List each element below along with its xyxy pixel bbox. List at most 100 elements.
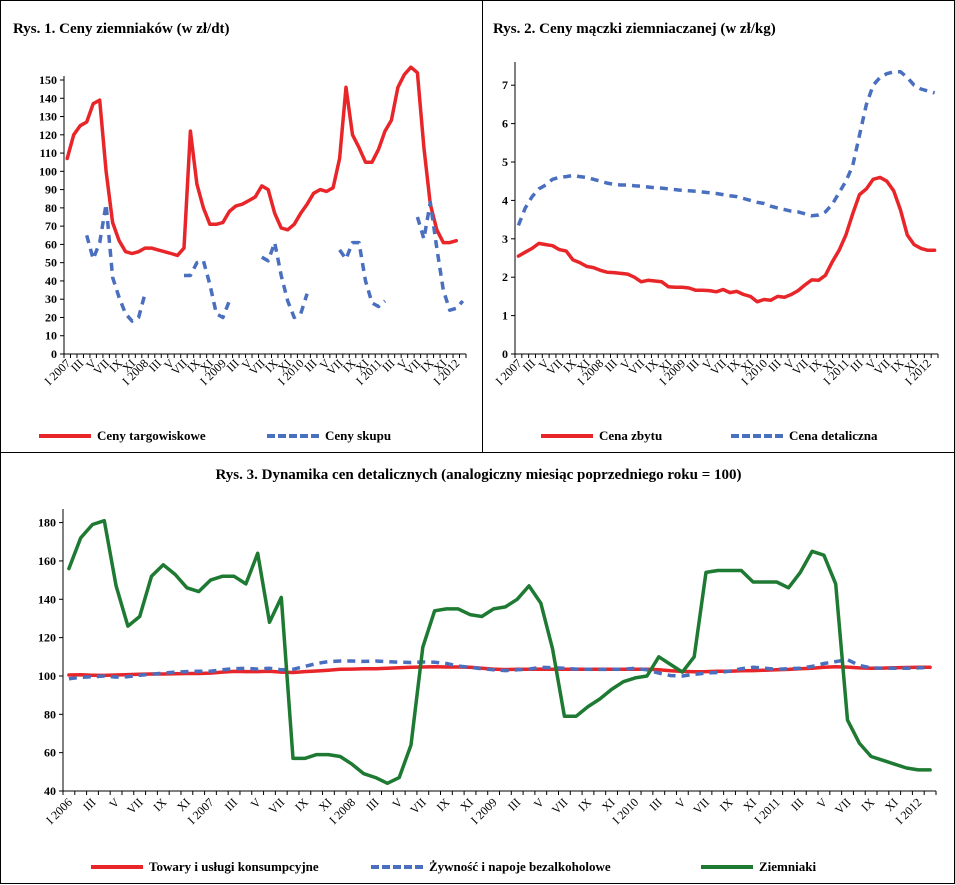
y-tick-label: 50 bbox=[45, 256, 57, 270]
x-tick-label: IX bbox=[575, 795, 594, 814]
legend-item-cena-zbytu: Cena zbytu bbox=[541, 428, 662, 444]
legend-item-towary: Towary i usługi konsumpcyjne bbox=[91, 859, 319, 875]
y-tick-label: 60 bbox=[44, 746, 56, 760]
series-segment bbox=[260, 240, 309, 320]
y-tick-label: 5 bbox=[502, 155, 508, 169]
y-tick-label: 150 bbox=[39, 73, 57, 87]
legend-item-zywnosc: Żywność i napoje bezalkoholowe bbox=[371, 859, 611, 875]
series-segment bbox=[85, 202, 147, 323]
series-segment bbox=[184, 259, 231, 320]
y-tick-label: 100 bbox=[38, 669, 56, 683]
y-tick-label: 130 bbox=[39, 110, 57, 124]
x-tick-label: III bbox=[146, 356, 164, 374]
x-tick-label: IX bbox=[717, 795, 736, 814]
y-tick-label: 40 bbox=[44, 784, 56, 798]
x-tick-label: V bbox=[389, 795, 405, 811]
x-tick-label: VII bbox=[407, 795, 429, 817]
legend-label: Ziemniaki bbox=[759, 859, 817, 874]
series-segment bbox=[65, 65, 459, 258]
x-tick-label: III bbox=[765, 356, 783, 374]
y-tick-label: 7 bbox=[502, 78, 508, 92]
y-tick-label: 0 bbox=[502, 347, 508, 361]
y-tick-label: 30 bbox=[45, 292, 57, 306]
legend-swatch-red bbox=[541, 434, 593, 438]
y-tick-label: 40 bbox=[45, 274, 57, 288]
x-tick-label: III bbox=[363, 795, 381, 813]
x-tick-label: III bbox=[684, 356, 702, 374]
y-tick-label: 110 bbox=[40, 146, 57, 160]
x-tick-label: VII bbox=[832, 795, 854, 817]
x-tick-label: VII bbox=[124, 795, 146, 817]
y-tick-label: 10 bbox=[45, 329, 57, 343]
legend-label: Towary i usługi konsumpcyjne bbox=[149, 859, 319, 874]
legend-swatch-red bbox=[91, 865, 143, 869]
x-tick-label: III bbox=[847, 356, 865, 374]
legend-label: Cena detaliczna bbox=[789, 428, 878, 443]
y-tick-label: 20 bbox=[45, 310, 57, 324]
y-tick-label: 80 bbox=[45, 201, 57, 215]
series-1-line bbox=[65, 65, 459, 258]
y-tick-label: 160 bbox=[38, 554, 56, 568]
x-tick-label: IX bbox=[858, 795, 877, 814]
legend-swatch-blue-dashed bbox=[371, 865, 423, 869]
x-tick-label: V bbox=[248, 795, 264, 811]
series-segment bbox=[516, 70, 936, 227]
series-segment bbox=[68, 657, 931, 681]
chart-1-plot: 0 10 20 30 40 50 60 70 80 90 100 110 120 130 140 150 I 2… bbox=[39, 65, 467, 388]
y-tick-label: 140 bbox=[38, 592, 56, 606]
y-tick-label: 6 bbox=[502, 117, 508, 131]
y-tick-label: 1 bbox=[502, 309, 508, 323]
x-tick-label: IX bbox=[292, 795, 311, 814]
x-tick-label: I 2010 bbox=[609, 795, 641, 827]
legend-label: Cena zbytu bbox=[599, 428, 663, 443]
y-tick-label: 60 bbox=[45, 237, 57, 251]
x-tick-label: III bbox=[505, 795, 523, 813]
chart-3-title: Rys. 3. Dynamika cen detalicznych (analo… bbox=[215, 467, 742, 483]
legend-swatch-blue-dashed bbox=[731, 434, 783, 438]
x-tick-label: IX bbox=[151, 795, 170, 814]
series-2-line bbox=[516, 70, 936, 227]
x-tick-label: I 2012 bbox=[893, 795, 925, 827]
series-3-line bbox=[67, 518, 932, 786]
chart-panel-1: Rys. 1. Ceny ziemniaków (w zł/dt) 0 10 20 3… bbox=[0, 0, 483, 453]
series-segment bbox=[415, 200, 465, 312]
y-tick-label: 90 bbox=[45, 183, 57, 197]
x-tick-label: III bbox=[379, 356, 397, 374]
legend-swatch-blue-dashed bbox=[267, 434, 319, 438]
series-2-line bbox=[68, 657, 931, 681]
x-tick-label: V bbox=[106, 795, 122, 811]
y-tick-label: 120 bbox=[39, 128, 57, 142]
legend-label: Ceny skupu bbox=[325, 428, 392, 443]
chart-1-title: Rys. 1. Ceny ziemniaków (w zł/dt) bbox=[13, 21, 230, 37]
x-tick-label: I 2007 bbox=[185, 795, 217, 827]
x-tick-label: III bbox=[68, 356, 86, 374]
legend-item-ziemniaki: Ziemniaki bbox=[701, 859, 816, 875]
x-tick-label: III bbox=[80, 795, 98, 813]
x-tick-label: III bbox=[222, 795, 240, 813]
x-tick-label: VII bbox=[266, 795, 288, 817]
x-tick-label: I 2007 bbox=[42, 356, 74, 388]
x-tick-label: V bbox=[672, 795, 688, 811]
x-tick-label: I 2009 bbox=[468, 795, 500, 827]
y-tick-label: 70 bbox=[45, 219, 57, 233]
x-tick-label: V bbox=[531, 795, 547, 811]
x-tick-label: I 2008 bbox=[326, 795, 358, 827]
y-tick-label: 120 bbox=[38, 631, 56, 645]
series-2-line bbox=[85, 200, 465, 323]
x-tick-label: I 2007 bbox=[493, 356, 525, 388]
series-1-line bbox=[516, 175, 937, 304]
legend-swatch-red bbox=[39, 434, 91, 438]
x-tick-label: IX bbox=[434, 795, 453, 814]
chart-panel-3: Rys. 3. Dynamika cen detalicznych (analo… bbox=[0, 452, 955, 884]
series-segment bbox=[67, 518, 932, 786]
legend-label: Żywność i napoje bezalkoholowe bbox=[429, 859, 611, 874]
x-tick-label: III bbox=[602, 356, 620, 374]
y-tick-label: 3 bbox=[502, 232, 508, 246]
series-segment bbox=[516, 175, 937, 304]
series-segment bbox=[338, 240, 387, 309]
y-tick-label: 180 bbox=[38, 516, 56, 530]
chart-2-title: Rys. 2. Ceny mączki ziemniaczanej (w zł/… bbox=[493, 21, 776, 37]
x-tick-label: III bbox=[788, 795, 806, 813]
legend-swatch-green bbox=[701, 865, 753, 869]
